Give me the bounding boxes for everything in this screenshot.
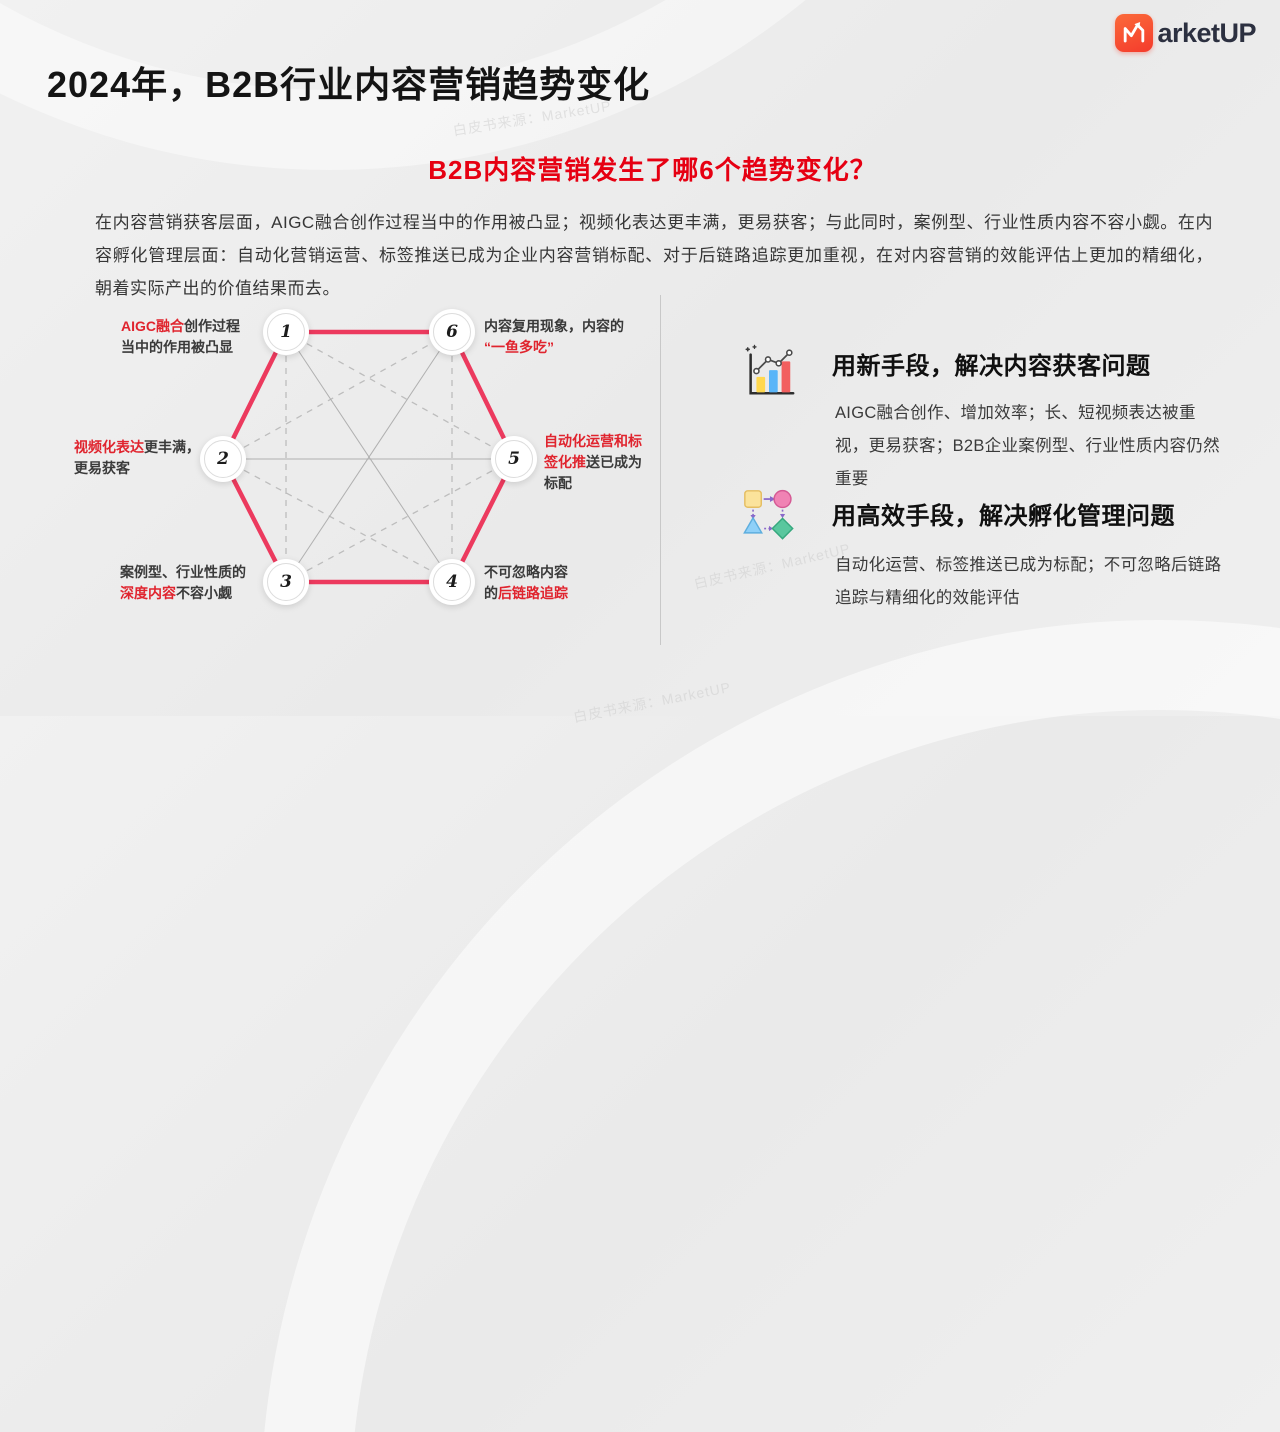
hex-node-5: 5 — [491, 436, 537, 482]
hex-label-5: 自动化运营和标 签化推送已成为 标配 — [544, 433, 642, 491]
background-arc — [260, 620, 1280, 1432]
hex-node-1: 1 — [263, 309, 309, 355]
marketup-m-icon — [1115, 14, 1154, 52]
logo-text: arketUP — [1157, 17, 1256, 48]
vertical-divider — [660, 295, 661, 645]
hex-label-1: AIGC融合创作过程 当中的作用被凸显 — [121, 318, 240, 355]
hex-node-2: 2 — [200, 436, 246, 482]
hex-label-3: 案例型、行业性质的 深度内容不容小觑 — [120, 564, 246, 601]
section-1-heading: 用新手段，解决内容获客问题 — [832, 353, 1151, 380]
section-2-body: 自动化运营、标签推送已成为标配；不可忽略后链路追踪与精细化的效能评估 — [835, 556, 1222, 607]
hex-label-6: 内容复用现象，内容的 “一鱼多吃” — [484, 318, 624, 355]
section-2-heading: 用高效手段，解决孵化管理问题 — [832, 503, 1175, 530]
section-1-body: AIGC融合创作、增加效率；长、短视频表达被重视，更易获客；B2B企业案例型、行… — [835, 404, 1220, 488]
hex-label-2: 视频化表达更丰满， 更易获客 — [74, 439, 200, 476]
flowchart-icon — [740, 486, 798, 549]
marketup-logo: arketUP — [1115, 14, 1256, 52]
question-heading: B2B内容营销发生了哪6个趋势变化？ — [428, 155, 877, 185]
intro-paragraph: 在内容营销获客层面，AIGC融合创作过程当中的作用被凸显；视频化表达更丰满，更易… — [95, 213, 1213, 298]
bar-chart-icon — [740, 344, 798, 407]
hex-node-3: 3 — [263, 559, 309, 605]
hex-label-4: 不可忽略内容 的后链路追踪 — [484, 564, 568, 601]
hex-node-4: 4 — [429, 559, 475, 605]
page-title: 2024年，B2B行业内容营销趋势变化 — [47, 64, 651, 105]
hex-node-6: 6 — [429, 309, 475, 355]
watermark: 白皮书来源：MarketUP — [571, 678, 733, 726]
